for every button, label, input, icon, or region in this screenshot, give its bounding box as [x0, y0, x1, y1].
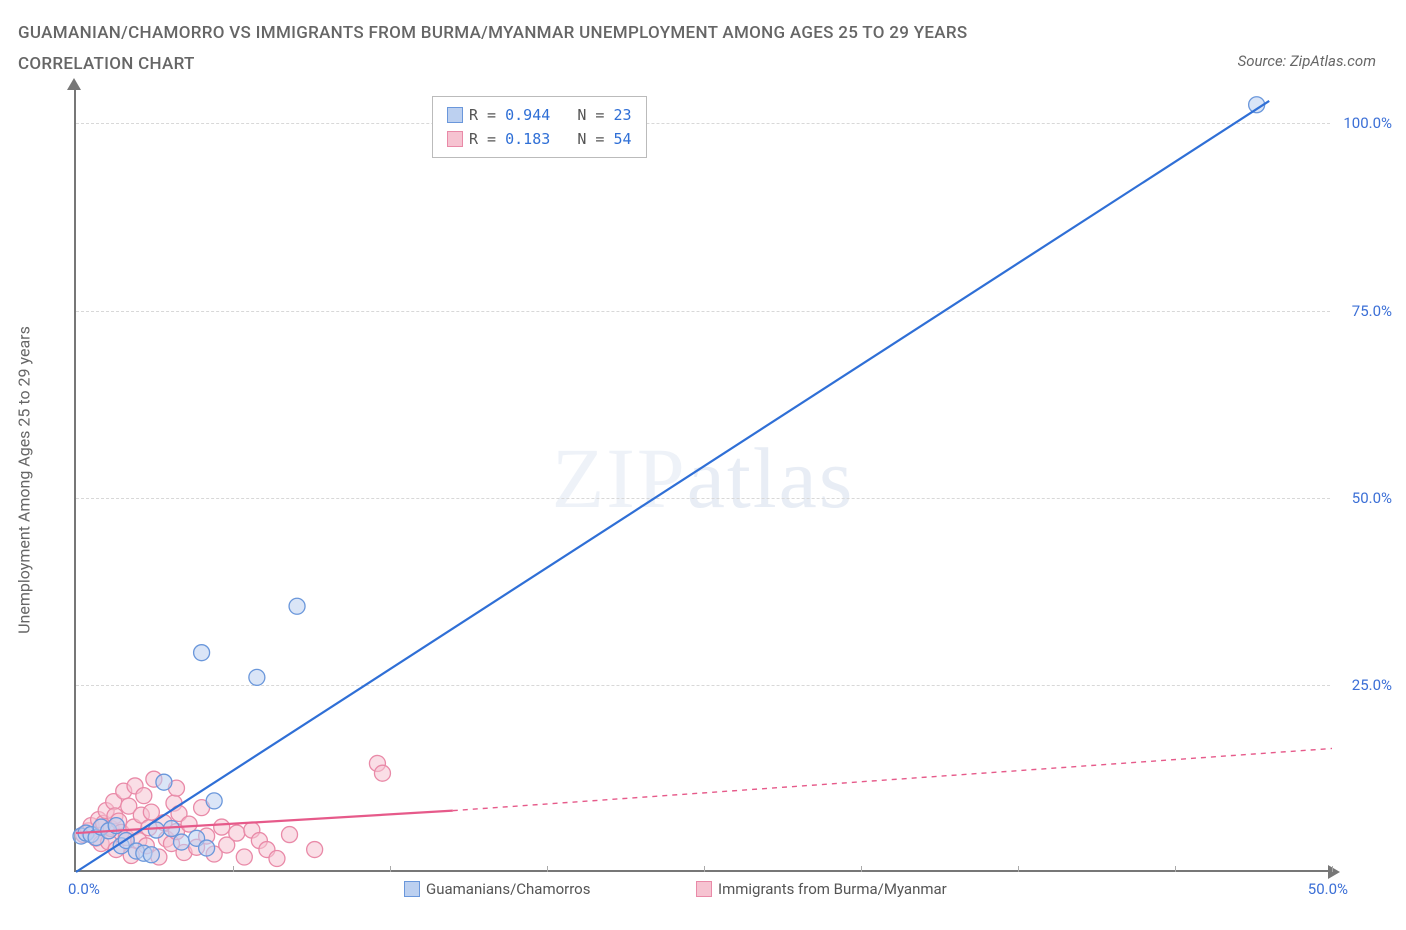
- bottom-legend-series-1: Guamanians/Chamorros: [404, 880, 590, 898]
- legend-swatch-icon: [447, 131, 463, 147]
- scatter-point: [249, 669, 265, 685]
- scatter-point: [199, 840, 215, 856]
- scatter-point: [206, 793, 222, 809]
- scatter-point: [174, 834, 190, 850]
- scatter-point: [236, 849, 252, 865]
- y-tick-label: 50.0%: [1352, 489, 1392, 507]
- title-line-2: CORRELATION CHART: [18, 49, 967, 80]
- source-label: Source: ZipAtlas.com: [1238, 52, 1376, 70]
- corr-row: R = 0.944 N = 23: [447, 103, 632, 127]
- corr-r-value: 0.183: [505, 130, 550, 148]
- chart-title: GUAMANIAN/CHAMORRO VS IMMIGRANTS FROM BU…: [18, 18, 967, 79]
- trendline-dashed: [453, 748, 1332, 810]
- scatter-point: [143, 847, 159, 863]
- chart-plot-area: ZIPatlas 25.0%50.0%75.0%100.0% 0.0% 50.0…: [74, 86, 1330, 872]
- scatter-point: [374, 765, 390, 781]
- corr-r-value: 0.944: [505, 106, 550, 124]
- scatter-point: [194, 645, 210, 661]
- legend-swatch-icon: [696, 881, 712, 897]
- scatter-point: [289, 598, 305, 614]
- correlation-legend-box: R = 0.944 N = 23R = 0.183 N = 54: [432, 96, 647, 158]
- scatter-point: [156, 774, 172, 790]
- y-axis-label: Unemployment Among Ages 25 to 29 years: [15, 326, 34, 634]
- x-tick-max: 50.0%: [1308, 880, 1348, 898]
- scatter-point: [229, 825, 245, 841]
- corr-r-label: R =: [469, 106, 505, 124]
- scatter-plot-svg: [76, 86, 1330, 870]
- title-line-1: GUAMANIAN/CHAMORRO VS IMMIGRANTS FROM BU…: [18, 18, 967, 49]
- corr-r-label: R =: [469, 130, 505, 148]
- scatter-point: [269, 851, 285, 867]
- y-tick-label: 75.0%: [1352, 302, 1392, 320]
- scatter-point: [214, 819, 230, 835]
- scatter-point: [136, 788, 152, 804]
- scatter-point: [282, 827, 298, 843]
- corr-row: R = 0.183 N = 54: [447, 127, 632, 151]
- scatter-point: [307, 842, 323, 858]
- legend-swatch-icon: [404, 881, 420, 897]
- scatter-point: [181, 816, 197, 832]
- x-tick-zero: 0.0%: [68, 880, 100, 898]
- bottom-legend-series-2: Immigrants from Burma/Myanmar: [696, 880, 947, 898]
- corr-n-value: 23: [614, 106, 632, 124]
- y-tick-label: 25.0%: [1352, 676, 1392, 694]
- y-tick-label: 100.0%: [1343, 114, 1392, 132]
- legend-swatch-icon: [447, 107, 463, 123]
- legend-label: Guamanians/Chamorros: [426, 880, 590, 898]
- trendline-solid: [76, 101, 1269, 872]
- corr-n-value: 54: [614, 130, 632, 148]
- corr-n-label: N =: [550, 106, 613, 124]
- corr-n-label: N =: [550, 130, 613, 148]
- legend-label: Immigrants from Burma/Myanmar: [718, 880, 947, 898]
- x-tick: [1332, 866, 1333, 872]
